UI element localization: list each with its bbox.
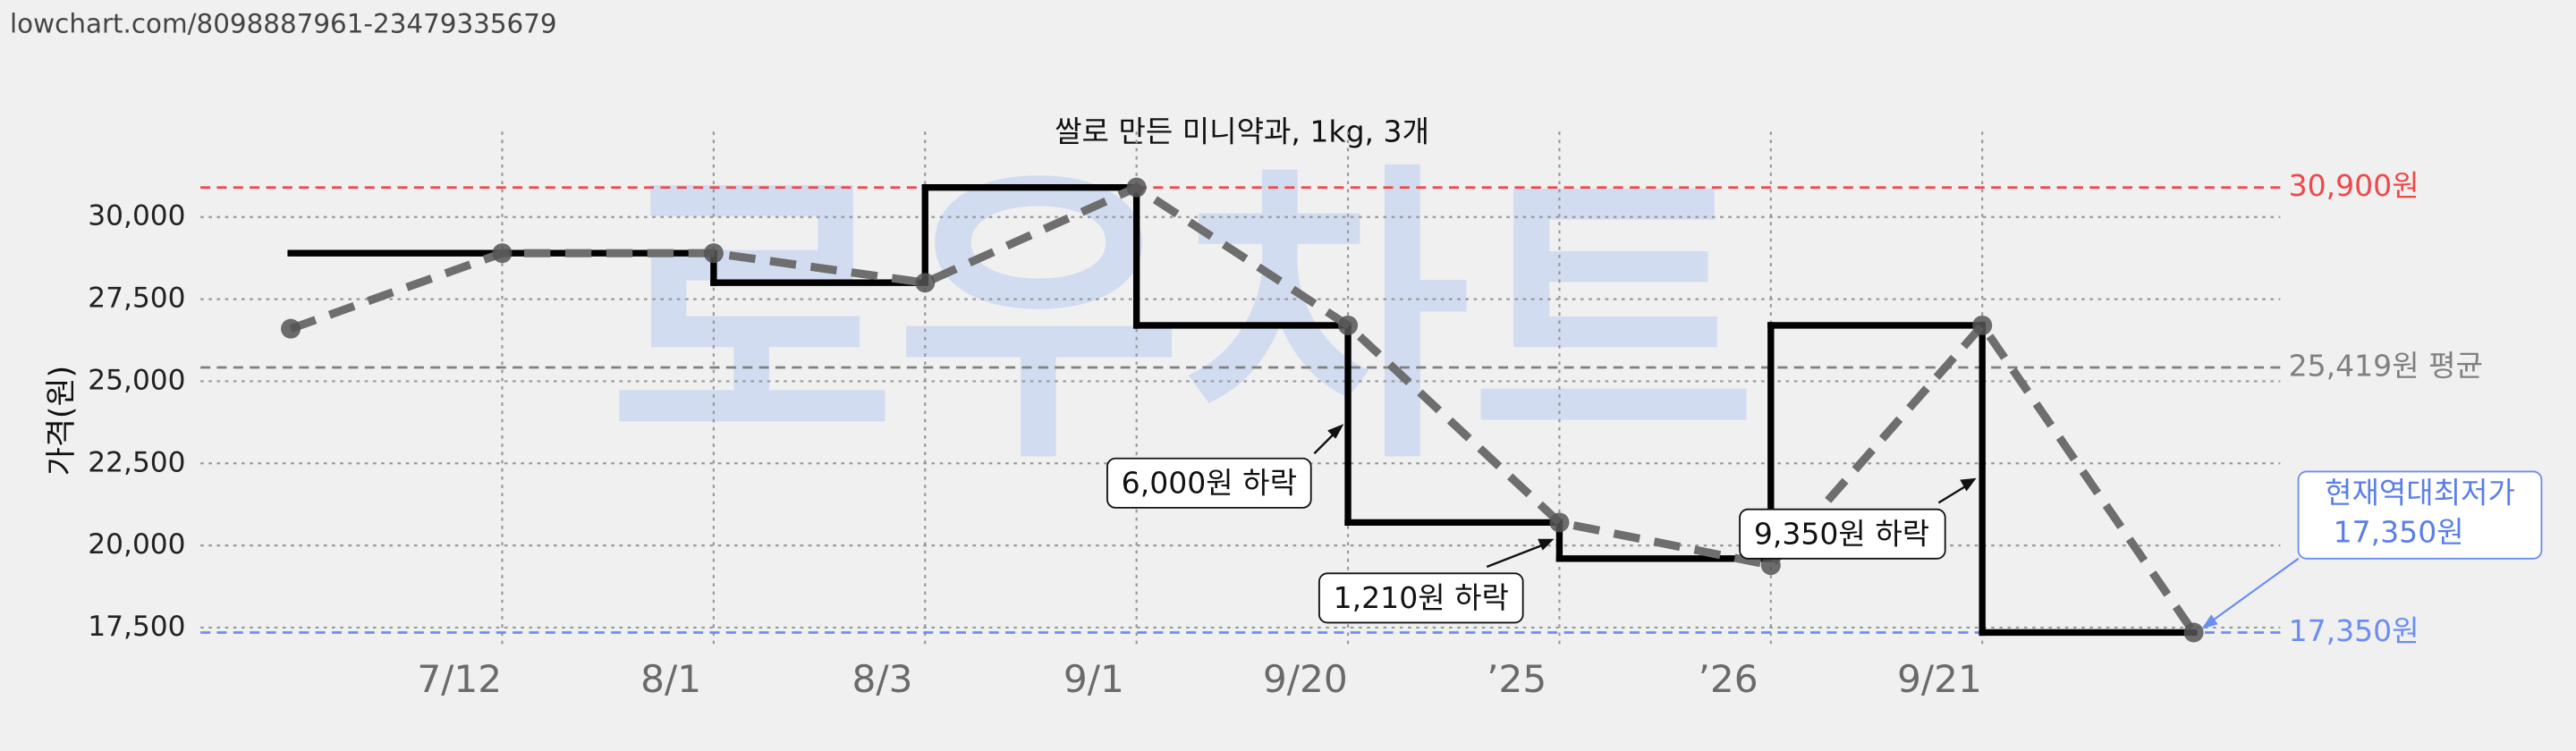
callout-arrow xyxy=(2208,557,2300,624)
arrow-head xyxy=(1960,477,1977,492)
annotation-arrow xyxy=(1937,484,1970,504)
arrow-head xyxy=(1327,424,1344,439)
annotation: 6,000원 하락 xyxy=(1122,466,1297,501)
price-point xyxy=(1549,512,1570,533)
x-tick-label: 7/12 xyxy=(417,657,502,701)
x-tick-label: 9/21 xyxy=(1897,657,1982,701)
price-point xyxy=(703,243,724,264)
annotation-box xyxy=(1318,572,1524,624)
watermark: 로우차트 xyxy=(608,139,1757,502)
callout-text: 현재역대최저가 xyxy=(2325,476,2515,511)
x-tick-label: 9/1 xyxy=(1063,657,1124,701)
y-tick-label: 20,000 xyxy=(88,528,185,561)
annotation: 9,350원 하락 xyxy=(1754,517,1929,552)
callout-text: 17,350원 xyxy=(2334,515,2464,550)
price-point xyxy=(1126,177,1147,198)
callout-box xyxy=(2297,470,2543,560)
price-point xyxy=(1338,315,1359,335)
plot: 17,500 20,000 22,500 25,000 27,500 30,000 7/12… xyxy=(88,131,2483,701)
x-tick-label: 9/20 xyxy=(1263,657,1348,701)
y-tick-label: 30,000 xyxy=(88,200,185,232)
annotation-box xyxy=(1106,457,1312,509)
annotations: 6,000원 하락 1,210원 하락 9,350원 하락 현재역대최저가 17… xyxy=(1106,424,2543,629)
y-tick-label: 17,500 xyxy=(88,611,185,643)
reference-label: 30,900원 xyxy=(2289,168,2419,203)
x-tick-label: ’26 xyxy=(1698,657,1758,701)
price-point xyxy=(492,243,513,264)
annotation-arrow xyxy=(1486,543,1546,569)
price-point xyxy=(281,318,301,339)
price-point xyxy=(2183,622,2204,643)
reference-label: 25,419원 평균 xyxy=(2289,349,2483,384)
y-axis-label: 가격(원) xyxy=(44,366,80,476)
y-tick-label: 27,500 xyxy=(88,283,185,315)
chart-title: 쌀로 만든 미니약과, 1kg, 3개 xyxy=(1055,114,1429,149)
price-point xyxy=(1760,555,1781,576)
arrow-head xyxy=(2201,614,2218,629)
price-point xyxy=(915,273,936,293)
x-tick-label: ’25 xyxy=(1487,657,1546,701)
x-tick-label: 8/1 xyxy=(640,657,701,701)
url: lowchart.com/8098887961-23479335679 xyxy=(10,8,557,38)
annotation-box xyxy=(1739,508,1946,560)
x-tick-label: 8/3 xyxy=(852,657,913,701)
y-tick-label: 25,000 xyxy=(88,364,185,396)
reference-label: 17,350원 xyxy=(2289,613,2419,648)
y-tick-label: 22,500 xyxy=(88,446,185,478)
price-point xyxy=(1972,315,1993,335)
price-line xyxy=(289,182,2198,636)
arrow-head xyxy=(1538,538,1555,551)
annotation: 1,210원 하락 xyxy=(1334,580,1509,615)
